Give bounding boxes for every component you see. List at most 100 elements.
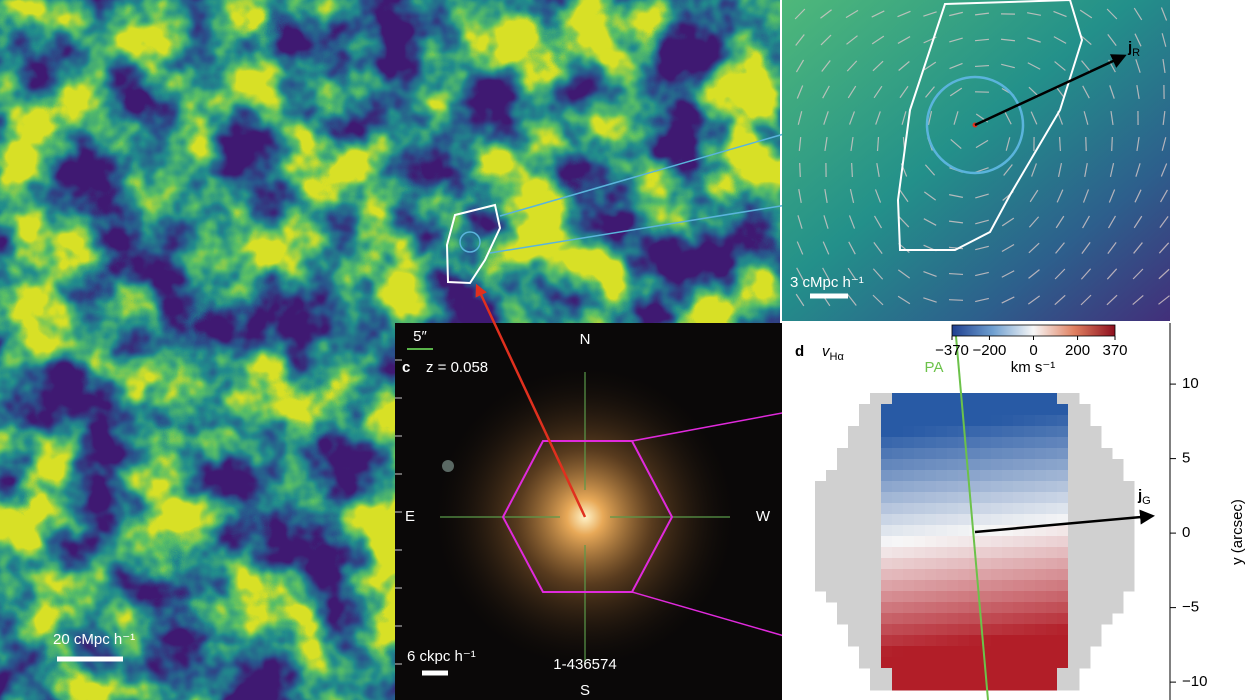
pixel [815, 525, 827, 537]
pixel [991, 459, 1003, 471]
scale-label: 6 ckpc h⁻¹ [407, 648, 476, 665]
pixel [1046, 635, 1058, 647]
pixel [870, 492, 882, 504]
pixel [980, 569, 992, 581]
field-stick [948, 272, 964, 276]
field-stick [1058, 136, 1062, 152]
pixel [936, 415, 948, 427]
pixel [1079, 558, 1091, 570]
field-stick [899, 85, 909, 99]
pixel [958, 668, 970, 680]
pixel [859, 481, 871, 493]
pixel [1068, 591, 1080, 603]
pixel [837, 459, 849, 471]
pixel [815, 580, 827, 592]
field-stick [1158, 295, 1170, 305]
panel-c [395, 323, 782, 700]
pixel [1024, 668, 1036, 680]
field-stick [823, 215, 829, 229]
field-stick [820, 9, 832, 19]
pixel [903, 525, 915, 537]
colorbar-tick-label: 370 [1102, 342, 1127, 359]
pixel [1112, 481, 1124, 493]
field-stick [1054, 268, 1066, 280]
field-stick [1109, 163, 1115, 177]
field-stick [1080, 268, 1092, 280]
field-stick [847, 294, 857, 306]
pixel [1035, 415, 1047, 427]
arrow [974, 54, 1127, 127]
field-stick [1158, 268, 1170, 280]
pixel [991, 415, 1003, 427]
pixel [991, 580, 1003, 592]
pixel [903, 613, 915, 625]
pixel [1079, 481, 1091, 493]
pixel [881, 602, 893, 614]
field-stick [1106, 268, 1118, 280]
pixel [1002, 547, 1014, 559]
pixel [859, 514, 871, 526]
pixel [1057, 514, 1069, 526]
pixel [925, 514, 937, 526]
pixel [936, 613, 948, 625]
pixel [1079, 646, 1091, 658]
pixel [1013, 426, 1025, 438]
pixel [1024, 591, 1036, 603]
field-stick [845, 9, 859, 19]
pixel [1123, 503, 1135, 515]
pixel [958, 569, 970, 581]
pixel [1101, 591, 1113, 603]
pixel [1057, 624, 1069, 636]
pixel [958, 602, 970, 614]
pixel [947, 679, 959, 691]
pixel [1024, 657, 1036, 669]
field-stick [1161, 33, 1167, 47]
pixel [859, 492, 871, 504]
colorbar-tick-label: −370 [935, 342, 969, 359]
field-stick [820, 34, 832, 46]
pixel [1035, 547, 1047, 559]
pixel [1002, 492, 1014, 504]
colorbar-unit: km s⁻¹ [1011, 359, 1056, 376]
pixel [969, 624, 981, 636]
pixel [1079, 492, 1091, 504]
pixel [969, 481, 981, 493]
pixel [947, 492, 959, 504]
pixel [1101, 580, 1113, 592]
pixel [936, 624, 948, 636]
pixel [903, 470, 915, 482]
pixel [848, 591, 860, 603]
pixel [991, 481, 1003, 493]
field-stick [1055, 242, 1065, 254]
pixel [1090, 569, 1102, 581]
field-stick [949, 11, 963, 17]
quantity: vHα [822, 343, 844, 363]
field-stick [1158, 242, 1170, 254]
pixel [1002, 558, 1014, 570]
pixel [903, 492, 915, 504]
pixel [969, 569, 981, 581]
pixel [870, 624, 882, 636]
field-stick [923, 297, 937, 303]
pixel [1057, 580, 1069, 592]
pixel [947, 602, 959, 614]
field-stick [1027, 295, 1041, 305]
pixel [1090, 481, 1102, 493]
pixel [815, 536, 827, 548]
pixel [881, 635, 893, 647]
field-stick [923, 11, 937, 17]
pixel [1035, 602, 1047, 614]
pixel [1013, 525, 1025, 537]
pixel [947, 404, 959, 416]
pixel [837, 591, 849, 603]
pixel [947, 525, 959, 537]
field-stick [1133, 215, 1143, 229]
pixel [1013, 646, 1025, 658]
field-stick [847, 267, 857, 281]
pixel [1057, 437, 1069, 449]
field-stick [901, 111, 907, 125]
pixel [1079, 635, 1091, 647]
pixel [969, 437, 981, 449]
pixel [903, 657, 915, 669]
pixel [1090, 437, 1102, 449]
